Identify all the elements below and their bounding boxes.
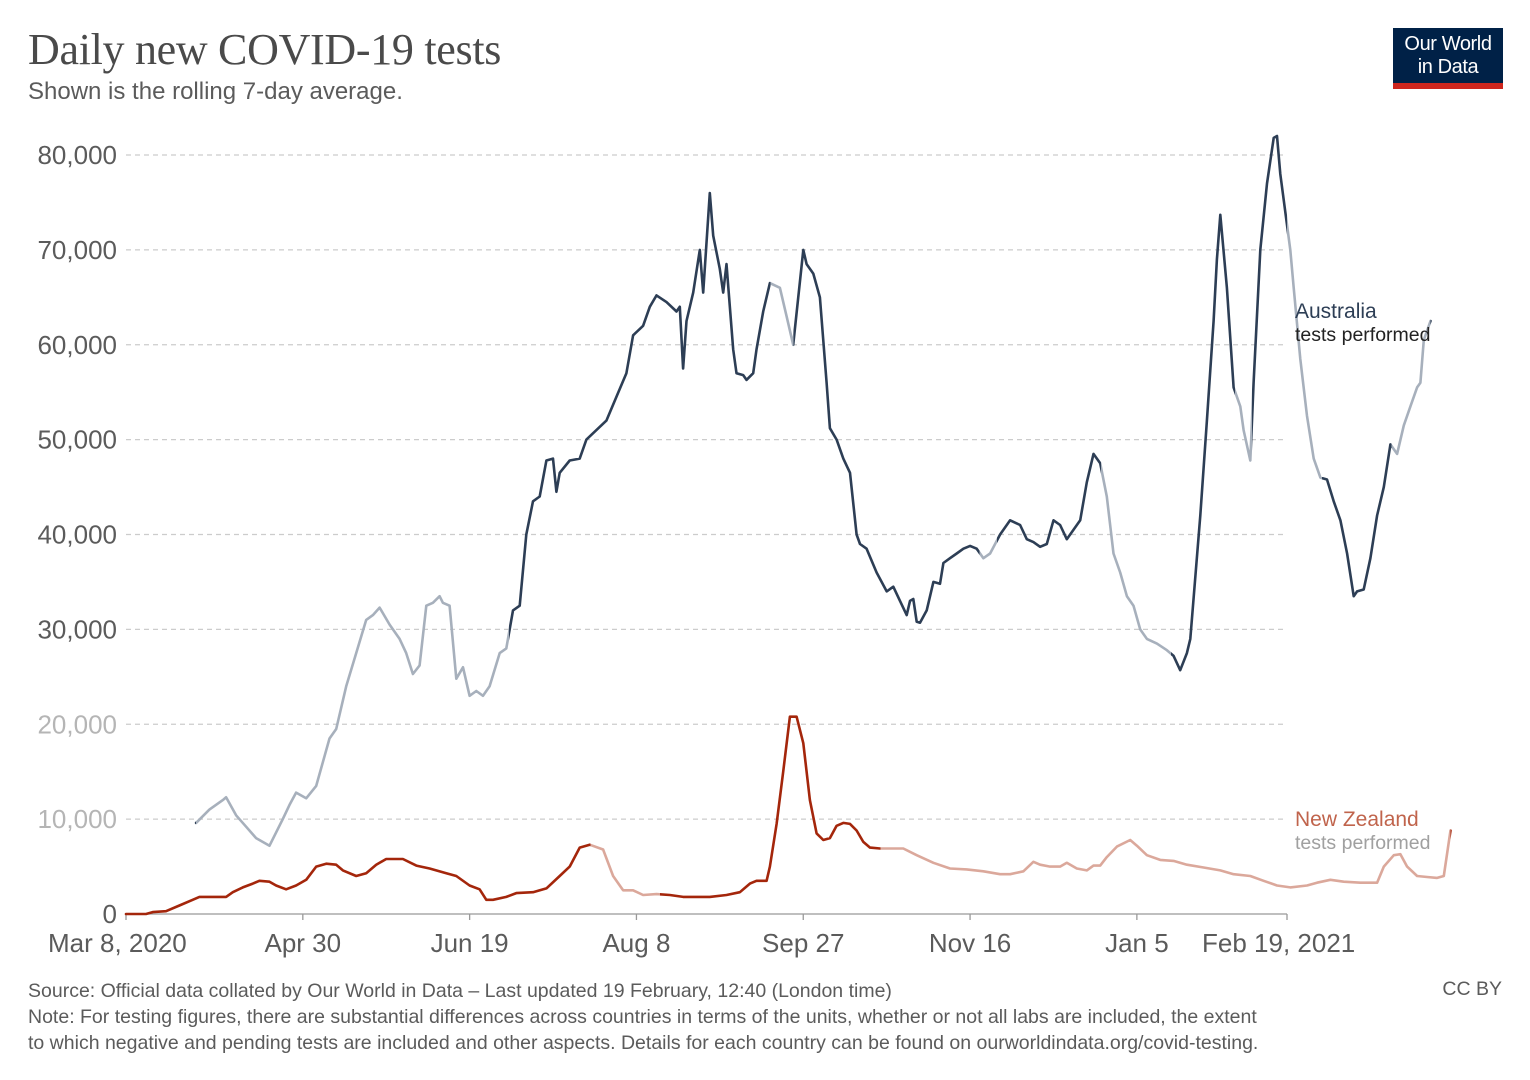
y-tick-label: 80,000 <box>37 140 117 170</box>
chart-title: Daily new COVID-19 tests <box>28 25 502 74</box>
y-tick-label: 10,000 <box>37 804 117 834</box>
chart-subtitle: Shown is the rolling 7-day average. <box>28 78 403 105</box>
x-tick-label: Mar 8, 2020 <box>48 928 187 958</box>
x-tick-label: Jan 5 <box>1105 928 1169 958</box>
x-tick-label: Jun 19 <box>431 928 509 958</box>
x-tick-label: Apr 30 <box>265 928 342 958</box>
note-line-1: Note: For testing figures, there are sub… <box>28 1006 1257 1028</box>
x-axis: Mar 8, 2020 Apr 30 Jun 19 Aug 8 Sep 27 Nov 16… <box>48 913 1355 958</box>
x-tick-label: Feb 19, 2021 <box>1202 928 1355 958</box>
x-tick-label: Nov 16 <box>929 928 1011 958</box>
chart-footer: Source: Official data collated by Our Wo… <box>28 978 1498 1056</box>
x-tick-label: Aug 8 <box>602 928 670 958</box>
series-label-australia: Australia <box>1295 300 1377 323</box>
logo-line-1: Our World <box>1404 33 1492 55</box>
y-tick-label: 20,000 <box>37 709 117 739</box>
gridlines <box>126 154 1287 820</box>
series-sublabel-new-zealand: tests performed <box>1295 832 1430 854</box>
series-sublabel-australia: tests performed <box>1295 324 1430 346</box>
y-tick-label: 0 <box>103 899 117 929</box>
y-tick-label: 70,000 <box>37 235 117 265</box>
source-text: Source: Official data collated by Our Wo… <box>28 980 892 1002</box>
logo-line-2: in Data <box>1417 56 1479 78</box>
license-link[interactable]: CC BY <box>1442 978 1502 1000</box>
y-tick-label: 50,000 <box>37 425 117 455</box>
y-tick-label: 60,000 <box>37 330 117 360</box>
y-axis: 0 10,000 20,000 30,000 40,000 50,000 60,000 70,… <box>37 140 117 929</box>
series-line-australia[interactable] <box>194 134 1432 847</box>
series-lines <box>124 134 1452 916</box>
x-tick-label: Sep 27 <box>762 928 844 958</box>
y-tick-label: 30,000 <box>37 614 117 644</box>
note-line-2: to which negative and pending tests are … <box>28 1032 1259 1054</box>
series-line-new-zealand[interactable] <box>124 715 1452 916</box>
series-label-new-zealand: New Zealand <box>1295 808 1419 831</box>
y-tick-label: 40,000 <box>37 520 117 550</box>
owid-logo[interactable]: Our World in Data <box>1393 28 1503 89</box>
